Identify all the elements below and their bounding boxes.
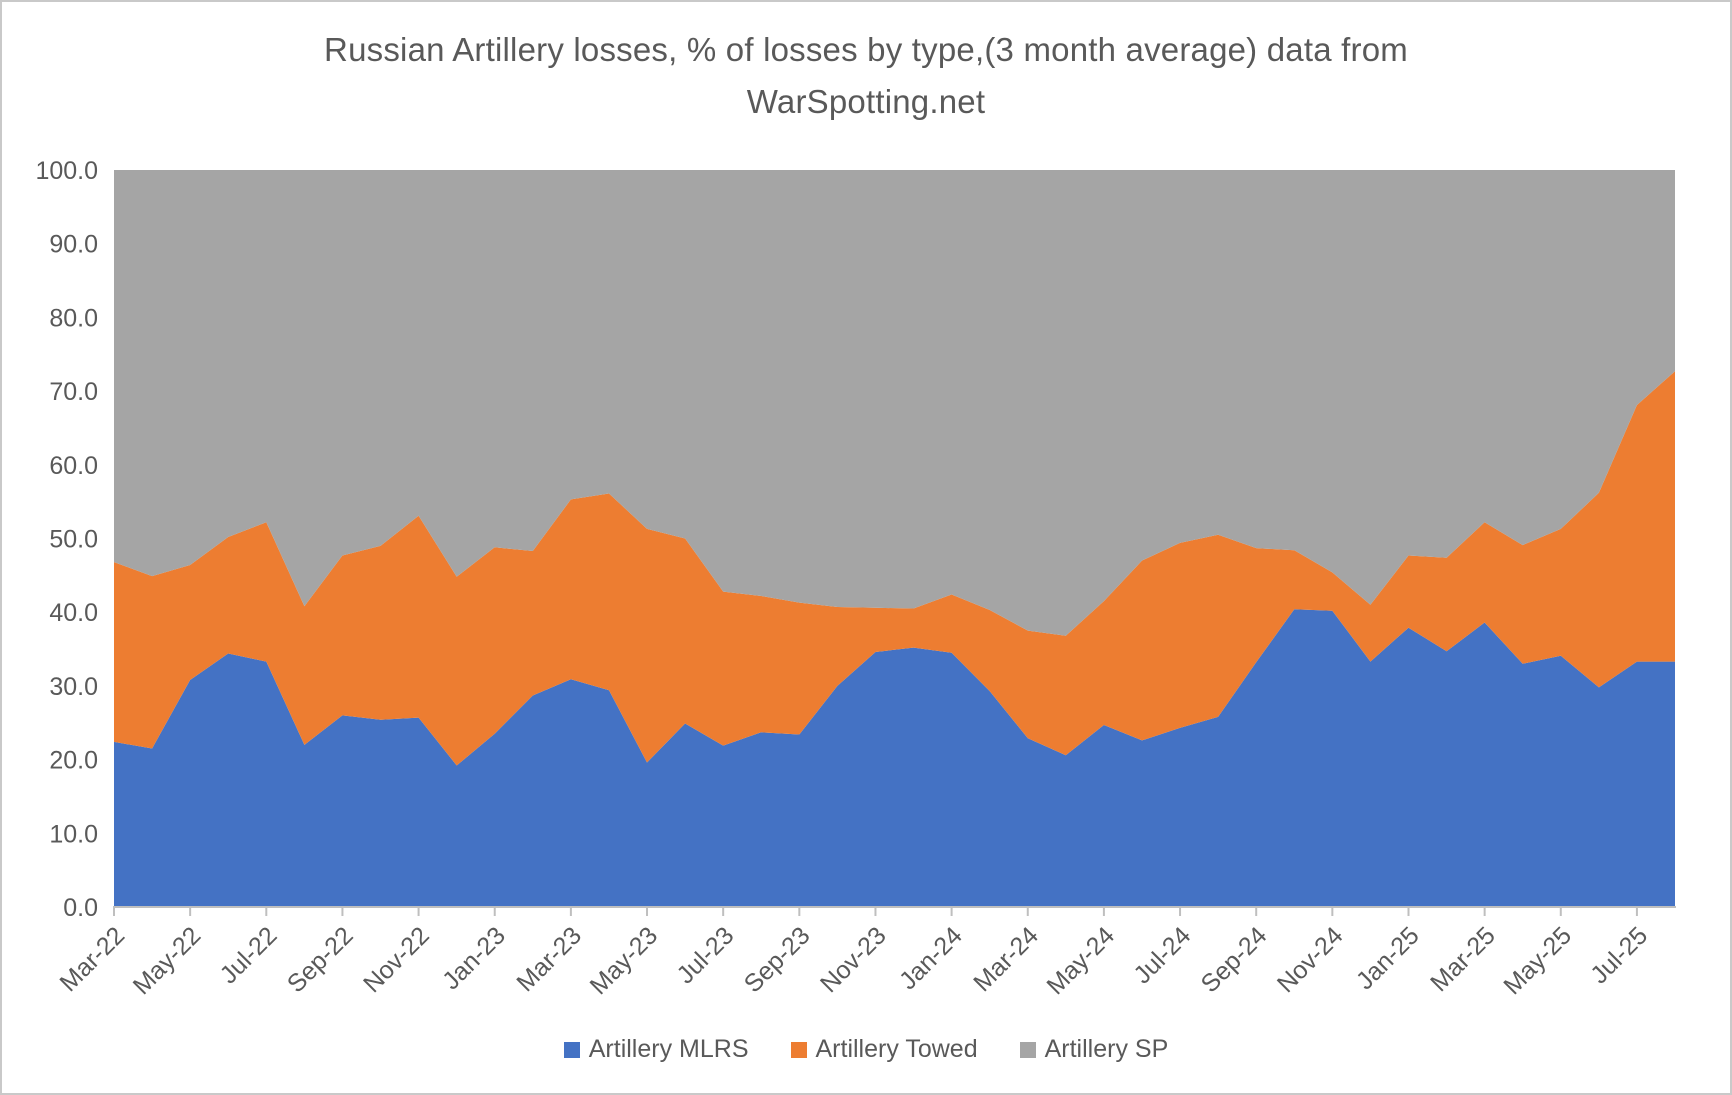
chart-title: Russian Artillery losses, % of losses by… (2, 24, 1730, 128)
legend-label: Artillery SP (1044, 1035, 1169, 1063)
x-axis-label: Nov-23 (815, 921, 892, 998)
y-axis-label: 50.0 (49, 526, 98, 554)
x-axis-label: Jan-24 (894, 921, 968, 995)
y-axis-label: 30.0 (49, 673, 98, 701)
legend-label: Artillery Towed (815, 1035, 978, 1063)
y-axis-label: 80.0 (49, 304, 98, 332)
x-axis-label: Mar-24 (968, 921, 1044, 997)
x-axis-label: May-24 (1041, 921, 1120, 1000)
x-axis-label: Jul-24 (1128, 921, 1196, 989)
x-axis-label: May-22 (128, 921, 207, 1000)
y-axis-label: 10.0 (49, 820, 98, 848)
x-axis-label: Jan-25 (1351, 921, 1425, 995)
x-axis-label: Jul-25 (1585, 921, 1653, 989)
x-axis-label: May-23 (585, 921, 664, 1000)
x-axis-label: May-25 (1498, 921, 1577, 1000)
y-axis-label: 60.0 (49, 452, 98, 480)
y-axis-label: 90.0 (49, 231, 98, 259)
area-artillery-mlrs (114, 609, 1675, 907)
x-axis-label: Jul-23 (671, 921, 739, 989)
x-axis-label: Nov-24 (1272, 921, 1349, 998)
legend-swatch-gray-icon (1019, 1041, 1036, 1058)
area-artillery-towed (114, 371, 1675, 766)
x-axis-label: Sep-22 (282, 921, 359, 998)
area-artillery-sp (114, 170, 1675, 636)
legend-item-artillery-towed: Artillery Towed (790, 1035, 978, 1064)
chart-title-line2: WarSpotting.net (746, 83, 986, 120)
chart-title-line1: Russian Artillery losses, % of losses by… (324, 31, 1408, 68)
legend-swatch-orange-icon (790, 1041, 807, 1058)
x-axis-label: Jul-22 (215, 921, 283, 989)
legend-item-artillery-mlrs: Artillery MLRS (563, 1035, 749, 1064)
x-axis-label: Mar-22 (54, 921, 130, 997)
x-axis-label: Mar-25 (1425, 921, 1501, 997)
legend-swatch-blue-icon (563, 1041, 580, 1058)
legend-item-artillery-sp: Artillery SP (1019, 1035, 1169, 1064)
x-axis-label: Nov-22 (358, 921, 435, 998)
legend: Artillery MLRS Artillery Towed Artillery… (2, 1035, 1730, 1064)
y-axis-label: 0.0 (63, 894, 98, 922)
x-axis-label: Jan-23 (437, 921, 511, 995)
legend-label: Artillery MLRS (588, 1035, 749, 1063)
x-axis-label: Sep-24 (1196, 921, 1273, 998)
x-axis-label: Sep-23 (739, 921, 816, 998)
y-axis-label: 20.0 (49, 747, 98, 775)
y-axis-label: 40.0 (49, 599, 98, 627)
x-axis-label: Mar-23 (511, 921, 587, 997)
y-axis-label: 70.0 (49, 378, 98, 406)
y-axis-label: 100.0 (35, 157, 98, 185)
